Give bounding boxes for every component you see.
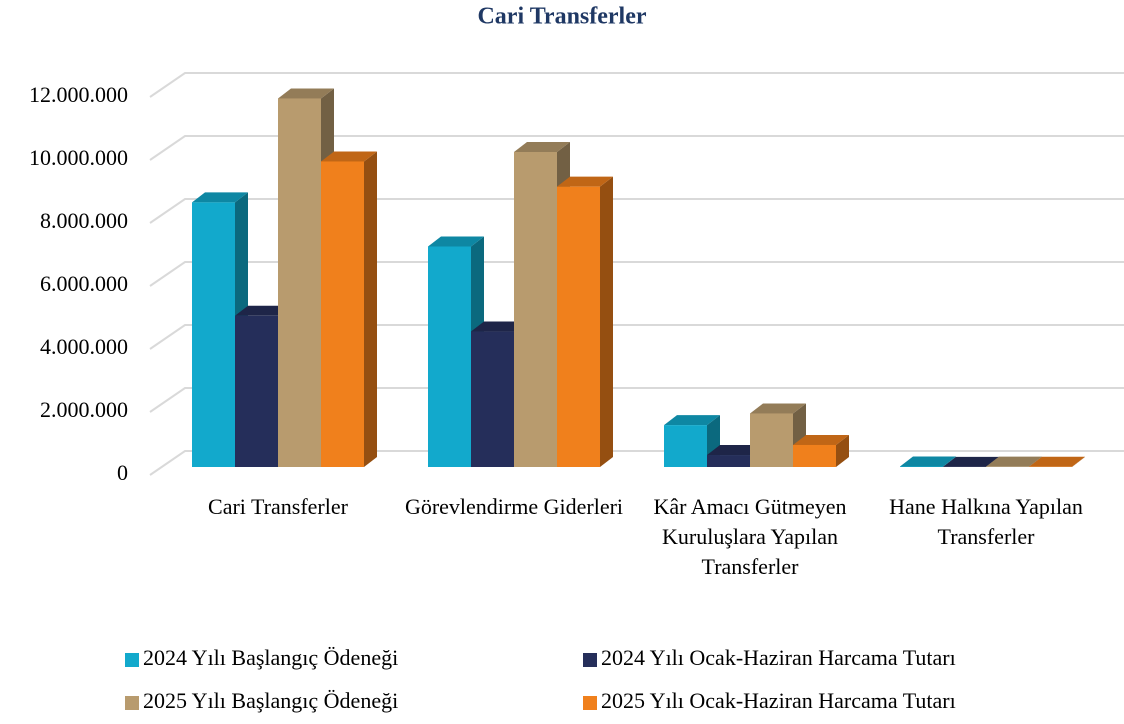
y-tick-label: 8.000.000 [40,208,128,233]
chart-title: Cari Transferler [477,4,646,30]
bar [321,151,377,467]
grid-line [149,198,1124,224]
legend-swatch [125,696,139,710]
x-tick-label: Kâr Amacı Gütmeyen Kuruluşlara Yapılan T… [653,494,847,579]
y-tick-label: 10.000.000 [29,145,128,170]
grid-line [149,72,1124,98]
x-tick-label: Hane Halkına Yapılan Transferler [889,494,1083,549]
y-tick-label: 12.000.000 [29,82,128,107]
y-tick-label: 4.000.000 [40,334,128,359]
bar-top [514,142,570,152]
legend-label: 2024 Yılı Başlangıç Ödeneği [143,645,398,670]
bar-top [192,192,248,203]
bar [1029,456,1085,467]
bar-front [557,186,600,467]
bar-top [750,403,806,414]
bar [793,434,849,467]
bar-top [900,456,956,467]
x-tick-label: Görevlendirme Giderleri [404,494,624,519]
bar-front [192,202,235,467]
bar-side [364,151,377,467]
bar-front [278,98,321,467]
legend-label: 2024 Yılı Ocak-Haziran Harcama Tutarı [601,645,956,670]
bar [557,176,613,467]
bar-top [793,434,849,445]
legend-swatch [125,653,139,667]
legend-label: 2025 Yılı Başlangıç Ödeneği [143,688,398,713]
bar-top [664,415,720,426]
bar-top [321,151,377,162]
bar-top [707,445,763,456]
bar-side [836,434,849,467]
bar-front [235,315,278,467]
bar-top [428,236,484,247]
bar-front [514,152,557,467]
y-tick-label: 0 [117,460,128,485]
y-tick-label: 6.000.000 [40,271,128,296]
bar-front [707,455,750,467]
grid-line [149,387,1124,413]
grid-line [149,324,1124,350]
bar-front [793,444,836,467]
bar-top [1029,456,1085,467]
bar-top [235,305,291,316]
grid-line [149,261,1124,287]
bar-side [1072,456,1085,467]
bar-top [557,176,613,187]
legend-label: 2025 Yılı Ocak-Haziran Harcama Tutarı [601,688,956,713]
bar-front [321,161,364,467]
legend-swatch [583,696,597,710]
x-tick-label: Cari Transferler [208,494,348,519]
bar-front [471,331,514,467]
bar [750,403,806,467]
grid-line [149,135,1124,161]
bar-top [986,456,1042,467]
bar-front [664,425,707,467]
bar-top [471,321,527,332]
bar-front [750,413,793,467]
bar-top [278,88,334,99]
legend-swatch [583,653,597,667]
bar-front [428,246,471,467]
y-tick-label: 2.000.000 [40,397,128,422]
bar-side [600,176,613,467]
bar-top [943,456,999,467]
